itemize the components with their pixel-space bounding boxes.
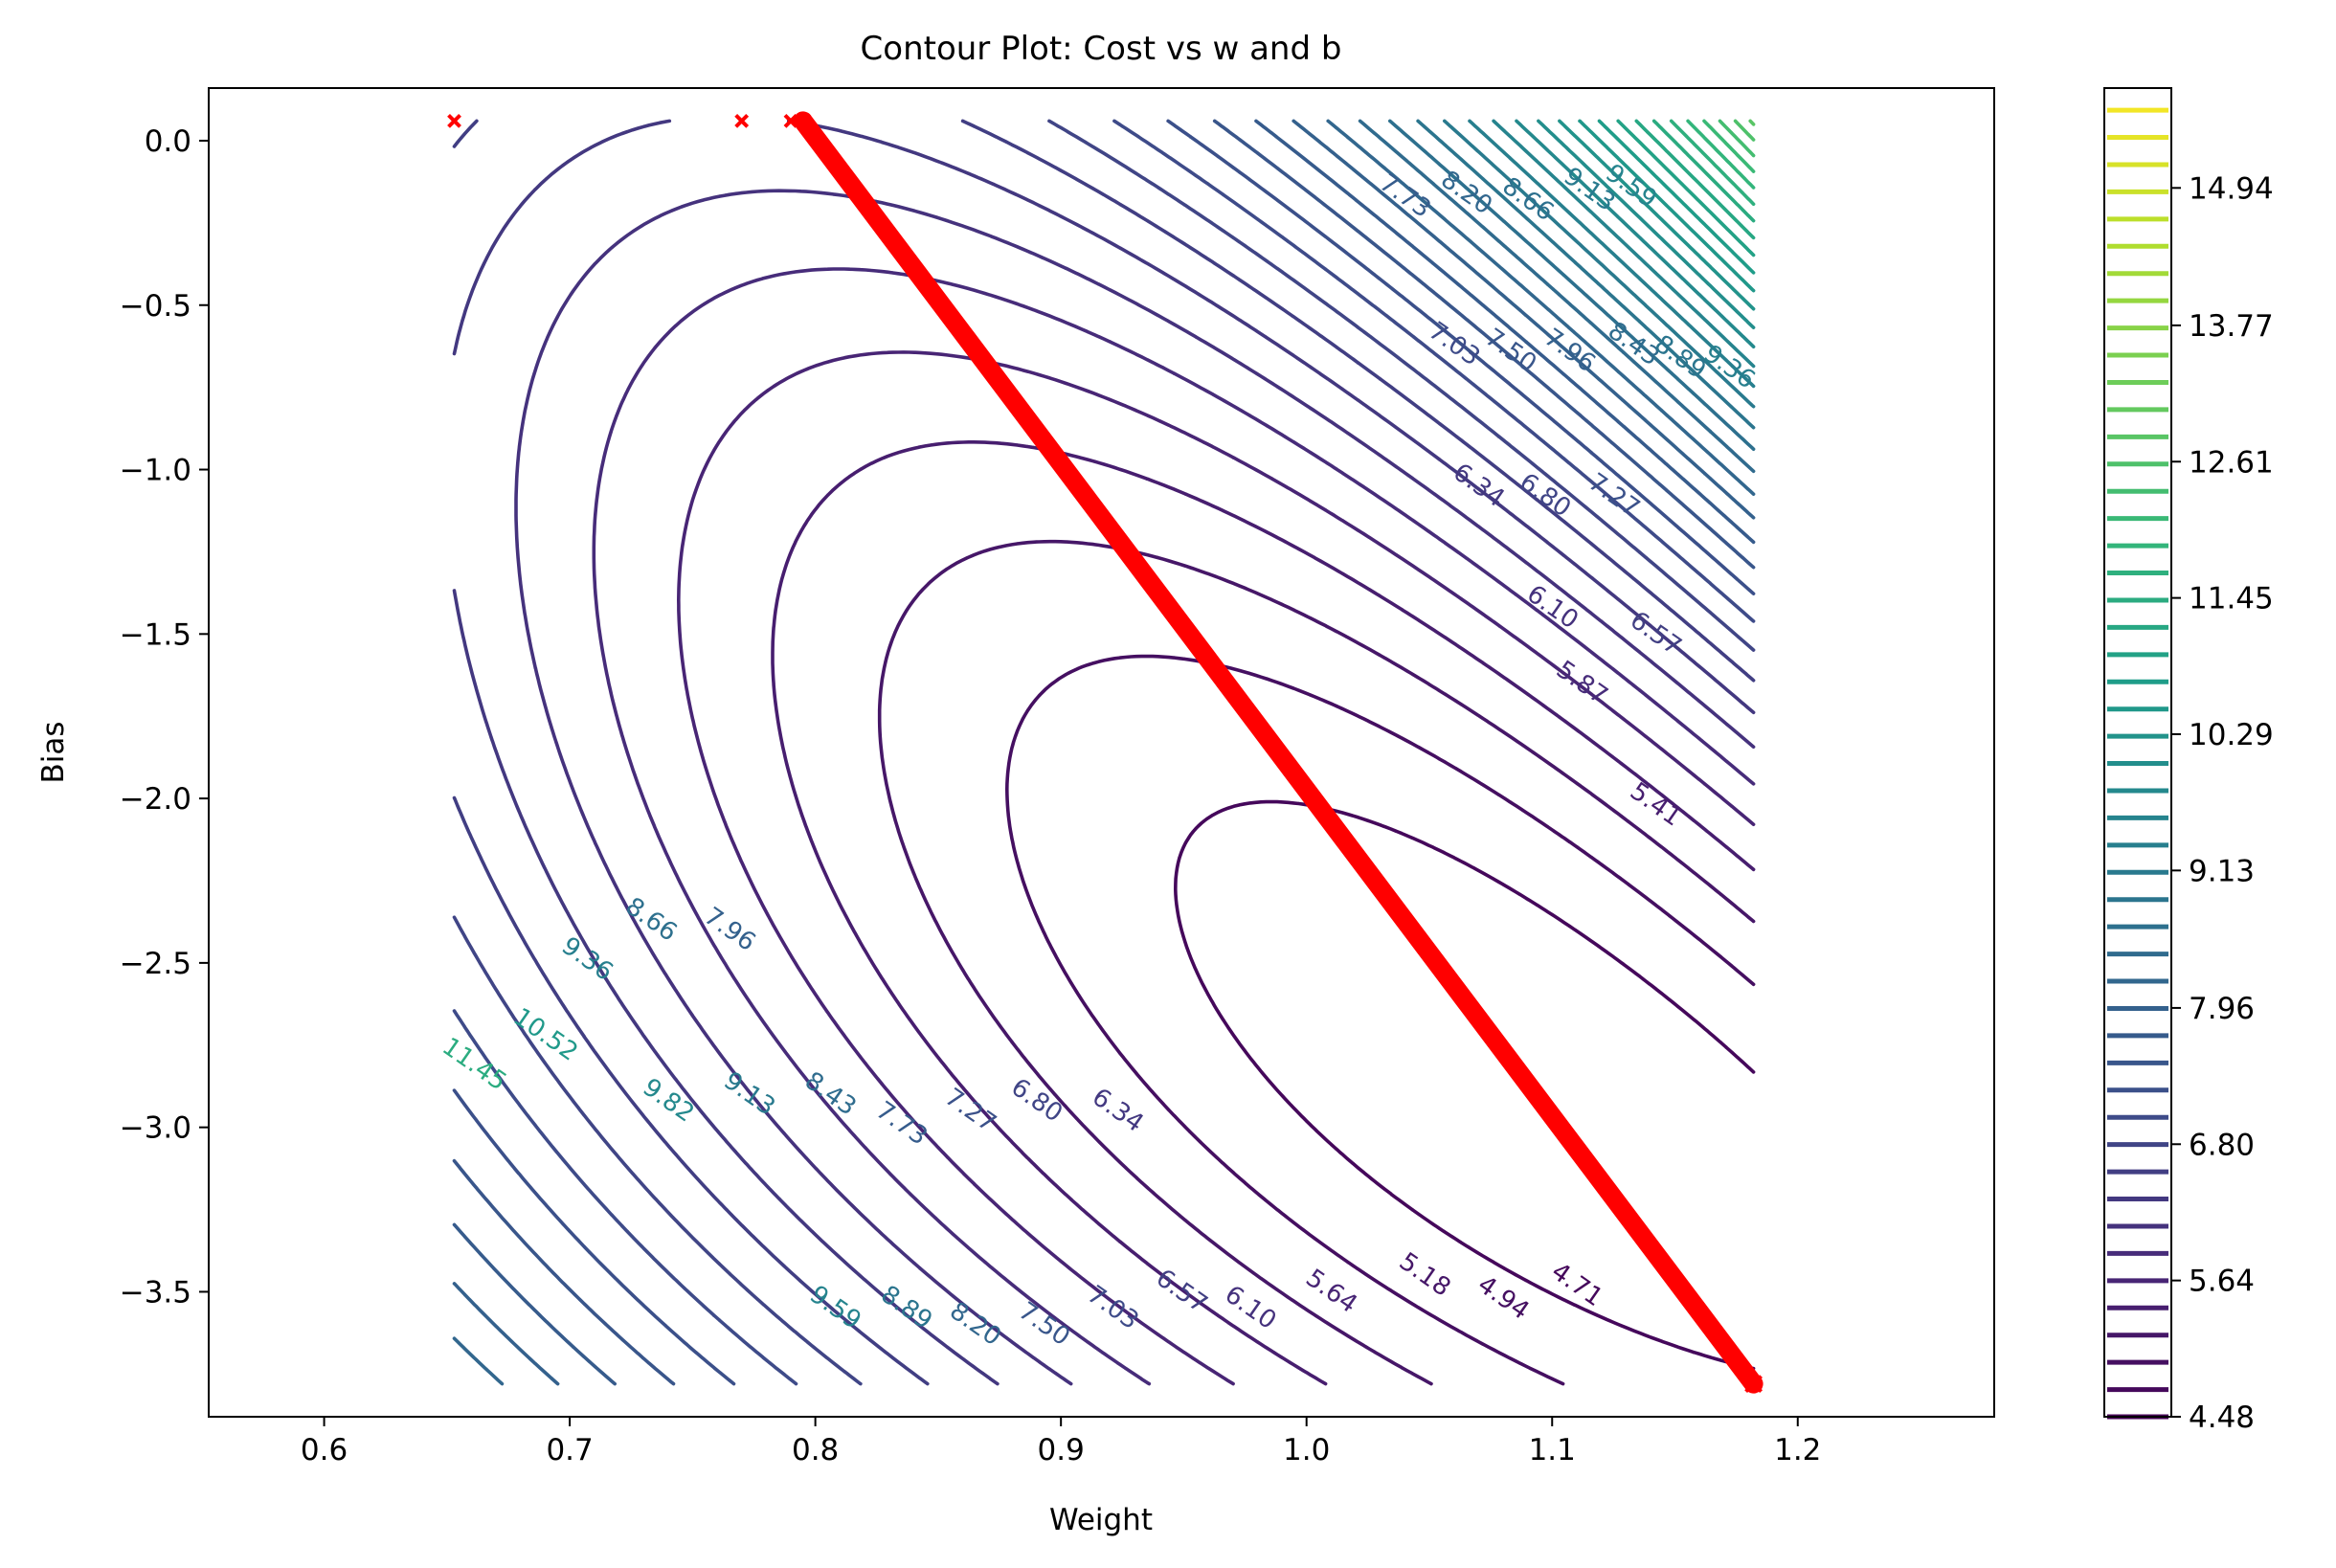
contour-level-33 [1702, 119, 1756, 173]
contour-level-20 [1443, 119, 1756, 409]
contour-level-21 [1468, 119, 1756, 389]
gd-point-marker [447, 113, 461, 128]
gradient-descent-path [447, 111, 1763, 1394]
y-axis-ticks: 0.0 −0.5 −1.0 −1.5 −2.0 −2.5 −3.0 −3.5 [120, 124, 209, 1310]
x-axis-ticks: 0.6 0.7 0.8 0.9 1.0 1.1 1.2 [301, 1417, 1821, 1467]
contour-level-29 [1634, 119, 1756, 240]
y-tick-label: −1.0 [120, 454, 191, 488]
contour-level-35 [1733, 119, 1756, 142]
y-tick-label: −1.5 [120, 617, 191, 652]
x-tick-label: 0.7 [546, 1433, 593, 1467]
contour-level-17 [1358, 119, 1756, 474]
contour-level-32 [1686, 119, 1756, 190]
x-tick-label: 1.0 [1283, 1433, 1330, 1467]
gd-point-marker [783, 113, 798, 128]
contour-level-19 [1416, 119, 1756, 430]
colorbar-tick-label: 11.45 [2189, 582, 2274, 616]
gd-point-marker [1744, 1375, 1763, 1394]
y-tick-label: −2.5 [120, 947, 191, 981]
y-tick-label: −2.0 [120, 782, 191, 817]
contour-level-10 [452, 119, 1756, 1386]
colorbar-frame [2103, 87, 2172, 1418]
contour-level-36 [1748, 119, 1756, 126]
contour-level-18 [1388, 119, 1756, 451]
contour-level-27 [1597, 119, 1756, 275]
colorbar-tick-label: 6.80 [2189, 1128, 2255, 1162]
contour-level-1 [1174, 799, 1756, 1371]
contour-level-7 [514, 189, 1756, 1386]
y-tick-label: −3.5 [120, 1275, 191, 1310]
x-tick-label: 0.6 [301, 1433, 348, 1467]
y-tick-label: −3.0 [120, 1111, 191, 1146]
gd-point-marker [734, 113, 750, 128]
contour-level-3 [877, 539, 1756, 1386]
contour-level-22 [1492, 119, 1756, 369]
contour-level-9 [452, 119, 1756, 1386]
contour-level-12 [452, 119, 1756, 1386]
colorbar-tick-label: 10.29 [2189, 718, 2274, 752]
contour-level-13 [452, 119, 1756, 1386]
contour-level-31 [1669, 119, 1756, 206]
x-axis-label: Weight [1049, 1503, 1153, 1537]
contour-lines [452, 119, 1756, 1386]
colorbar-tick-label: 14.94 [2189, 171, 2274, 206]
contour-level-25 [1558, 119, 1756, 311]
contour-level-6 [592, 267, 1756, 1386]
colorbar-tick-label: 4.48 [2189, 1400, 2255, 1435]
y-tick-label: 0.0 [145, 124, 191, 159]
y-tick-label: −0.5 [120, 289, 191, 324]
gd-point-marker [795, 112, 812, 129]
x-tick-label: 0.9 [1038, 1433, 1085, 1467]
contour-level-2 [1005, 654, 1756, 1386]
colorbar: 4.48 5.64 6.80 7.96 9.13 10.29 11.45 12.61 13.77… [2103, 87, 2274, 1435]
contour-level-4 [771, 440, 1756, 1386]
colorbar-tick-label: 9.13 [2189, 854, 2255, 888]
plot-frame [208, 87, 1995, 1418]
contour-level-11 [452, 119, 1756, 1386]
gd-path-line [793, 111, 1763, 1394]
contour-level-34 [1718, 119, 1756, 158]
colorbar-tick-label: 13.77 [2189, 309, 2274, 344]
x-tick-label: 1.2 [1774, 1433, 1821, 1467]
contour-level-14 [452, 119, 1756, 1386]
contour-level-8 [452, 119, 1756, 1386]
contour-level-30 [1651, 119, 1756, 223]
contour-level-16 [452, 119, 1756, 1386]
x-tick-label: 1.1 [1529, 1433, 1576, 1467]
contour-level-15 [452, 119, 1756, 1386]
colorbar-tick-label: 12.61 [2189, 445, 2274, 480]
contour-level-24 [1537, 119, 1756, 329]
contour-level-23 [1515, 119, 1756, 348]
colorbar-tick-label: 5.64 [2189, 1265, 2255, 1299]
contour-level-5 [677, 350, 1756, 1386]
contour-level-26 [1578, 119, 1756, 293]
y-axis-label: Bias [36, 721, 71, 783]
contour-level-28 [1616, 119, 1756, 258]
colorbar-tick-label: 7.96 [2189, 992, 2255, 1026]
chart-title: Contour Plot: Cost vs w and b [861, 30, 1342, 68]
x-tick-label: 0.8 [792, 1433, 839, 1467]
